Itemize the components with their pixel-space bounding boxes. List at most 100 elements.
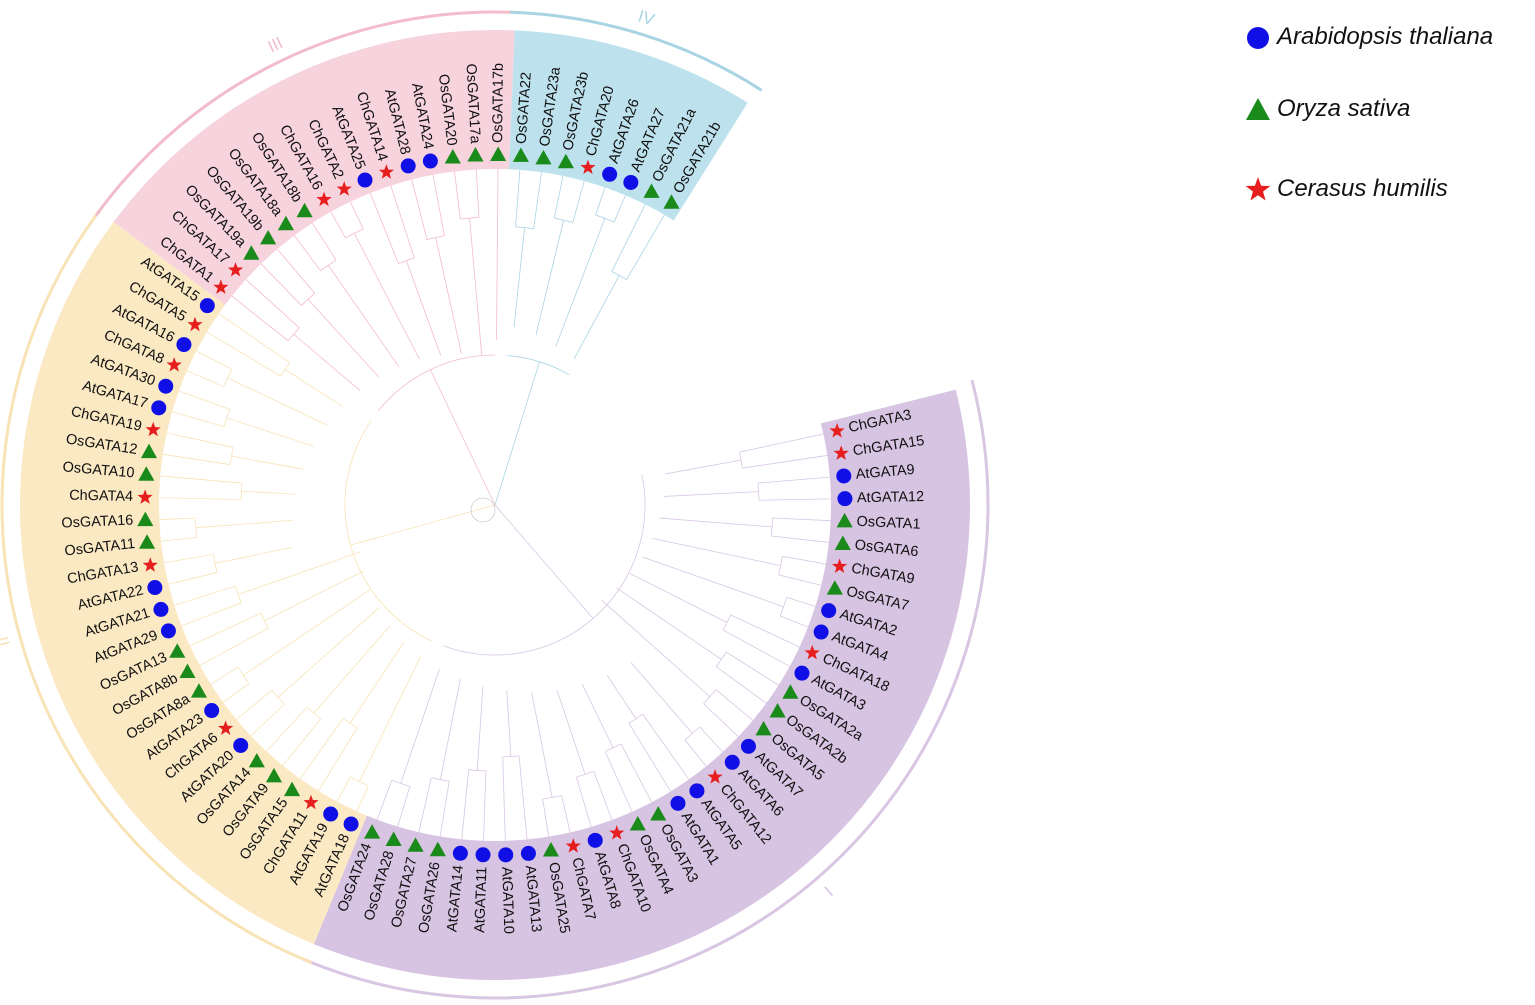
leaf-marker-OsGATA15 (283, 781, 301, 797)
leaf-marker-OsGATA17a (467, 147, 484, 162)
leaf-marker-OsGATA17b (490, 146, 507, 161)
leaf-marker-OsGATA14 (248, 752, 265, 768)
branch (581, 683, 614, 748)
leaf-marker-AtGATA9 (836, 468, 852, 484)
legend-label: Cerasus humilis (1277, 175, 1448, 202)
branch (237, 666, 250, 684)
branch (222, 683, 250, 703)
branch (186, 370, 224, 388)
branch (758, 498, 831, 501)
branch (576, 770, 594, 778)
clade-sector-II (19, 221, 367, 945)
branch (168, 572, 218, 585)
leaf-marker-OsGATA12 (140, 443, 158, 459)
branch (616, 587, 722, 660)
leaf-label-OsGATA22: OsGATA22 (514, 72, 535, 145)
leaf-marker-ChGATA16 (316, 191, 332, 207)
branch (772, 517, 831, 522)
clade-label-II: II (0, 634, 14, 648)
branch (196, 350, 233, 370)
leaf-label-AtGATA13: AtGATA13 (522, 865, 544, 933)
branch (240, 483, 243, 500)
branch (782, 555, 826, 565)
branch (350, 504, 496, 546)
leaf-marker-OsGATA18b (296, 202, 313, 218)
branch (758, 476, 830, 484)
leaf-marker-OsGATA6 (834, 535, 851, 550)
branch (356, 785, 369, 812)
leaf-label-OsGATA17b: OsGATA17b (490, 63, 507, 143)
branch (533, 172, 542, 229)
branch (630, 662, 693, 734)
branch (397, 786, 411, 827)
clade-sector-I (313, 389, 971, 981)
branch (241, 490, 297, 495)
branch (174, 585, 236, 606)
clade-label-III: III (265, 33, 286, 56)
branch (280, 362, 290, 377)
branch (282, 718, 322, 766)
leaf-label-OsGATA6: OsGATA6 (854, 537, 919, 560)
leaf-label-AtGATA11: AtGATA11 (472, 867, 490, 934)
branch (613, 195, 626, 223)
leaf-marker-OsGATA4 (629, 816, 646, 831)
branch (358, 656, 421, 782)
leaf-marker-OsGATA20 (444, 149, 461, 164)
branch (483, 770, 487, 841)
branch (476, 686, 484, 771)
blue-circle-icon (1247, 27, 1269, 49)
branch (293, 235, 321, 272)
leaf-marker-ChGATA11 (303, 794, 319, 810)
branch (628, 723, 672, 792)
leaf-marker-AtGATA18 (343, 816, 359, 832)
tree-branches (159, 169, 831, 841)
branch (330, 211, 346, 239)
branch (494, 504, 594, 619)
branch (513, 227, 526, 328)
branch (575, 776, 592, 828)
branch (195, 519, 293, 529)
branch (238, 551, 362, 595)
branch (506, 690, 512, 757)
branch (390, 185, 415, 258)
leaf-marker-ChGATA7 (565, 838, 581, 853)
branch (344, 420, 433, 642)
branch (663, 491, 759, 497)
branch (210, 666, 239, 685)
legend-label: Oryza sativa (1277, 95, 1411, 122)
branch (159, 497, 242, 500)
leaf-marker-OsGATA25 (542, 842, 560, 857)
branch (738, 452, 743, 469)
branch (276, 248, 316, 294)
leaf-marker-AtGATA24 (422, 153, 438, 169)
leaf-marker-OsGATA8b (179, 663, 196, 679)
leaf-marker-ChGATA1 (213, 279, 229, 294)
leaf-marker-OsGATA21a (643, 183, 660, 198)
clade-arc-III (94, 10, 521, 217)
branch (443, 474, 646, 656)
leaf-marker-ChGATA3 (829, 423, 845, 438)
leaf-label-OsGATA11: OsGATA11 (64, 536, 136, 560)
leaf-label-OsGATA1: OsGATA1 (856, 514, 921, 533)
branch (163, 553, 214, 564)
branch (684, 726, 700, 741)
leaf-marker-OsGATA2a (782, 684, 799, 699)
branch (227, 377, 328, 426)
leaf-label-OsGATA10: OsGATA10 (62, 459, 135, 481)
leaf-marker-ChGATA14 (378, 164, 394, 179)
branch (496, 203, 499, 341)
branch (400, 668, 440, 784)
root-node (470, 497, 496, 523)
branch (561, 795, 571, 833)
leaf-marker-AtGATA29 (160, 623, 176, 639)
leaf-marker-AtGATA4 (813, 624, 829, 640)
leaf-marker-OsGATA3 (650, 806, 667, 821)
branch (628, 713, 643, 724)
branch (554, 217, 573, 223)
branch (245, 279, 300, 329)
branch (418, 777, 432, 833)
branch (231, 455, 304, 470)
leaf-marker-OsGATA9 (265, 767, 283, 783)
leaf-marker-AtGATA14 (452, 845, 468, 861)
